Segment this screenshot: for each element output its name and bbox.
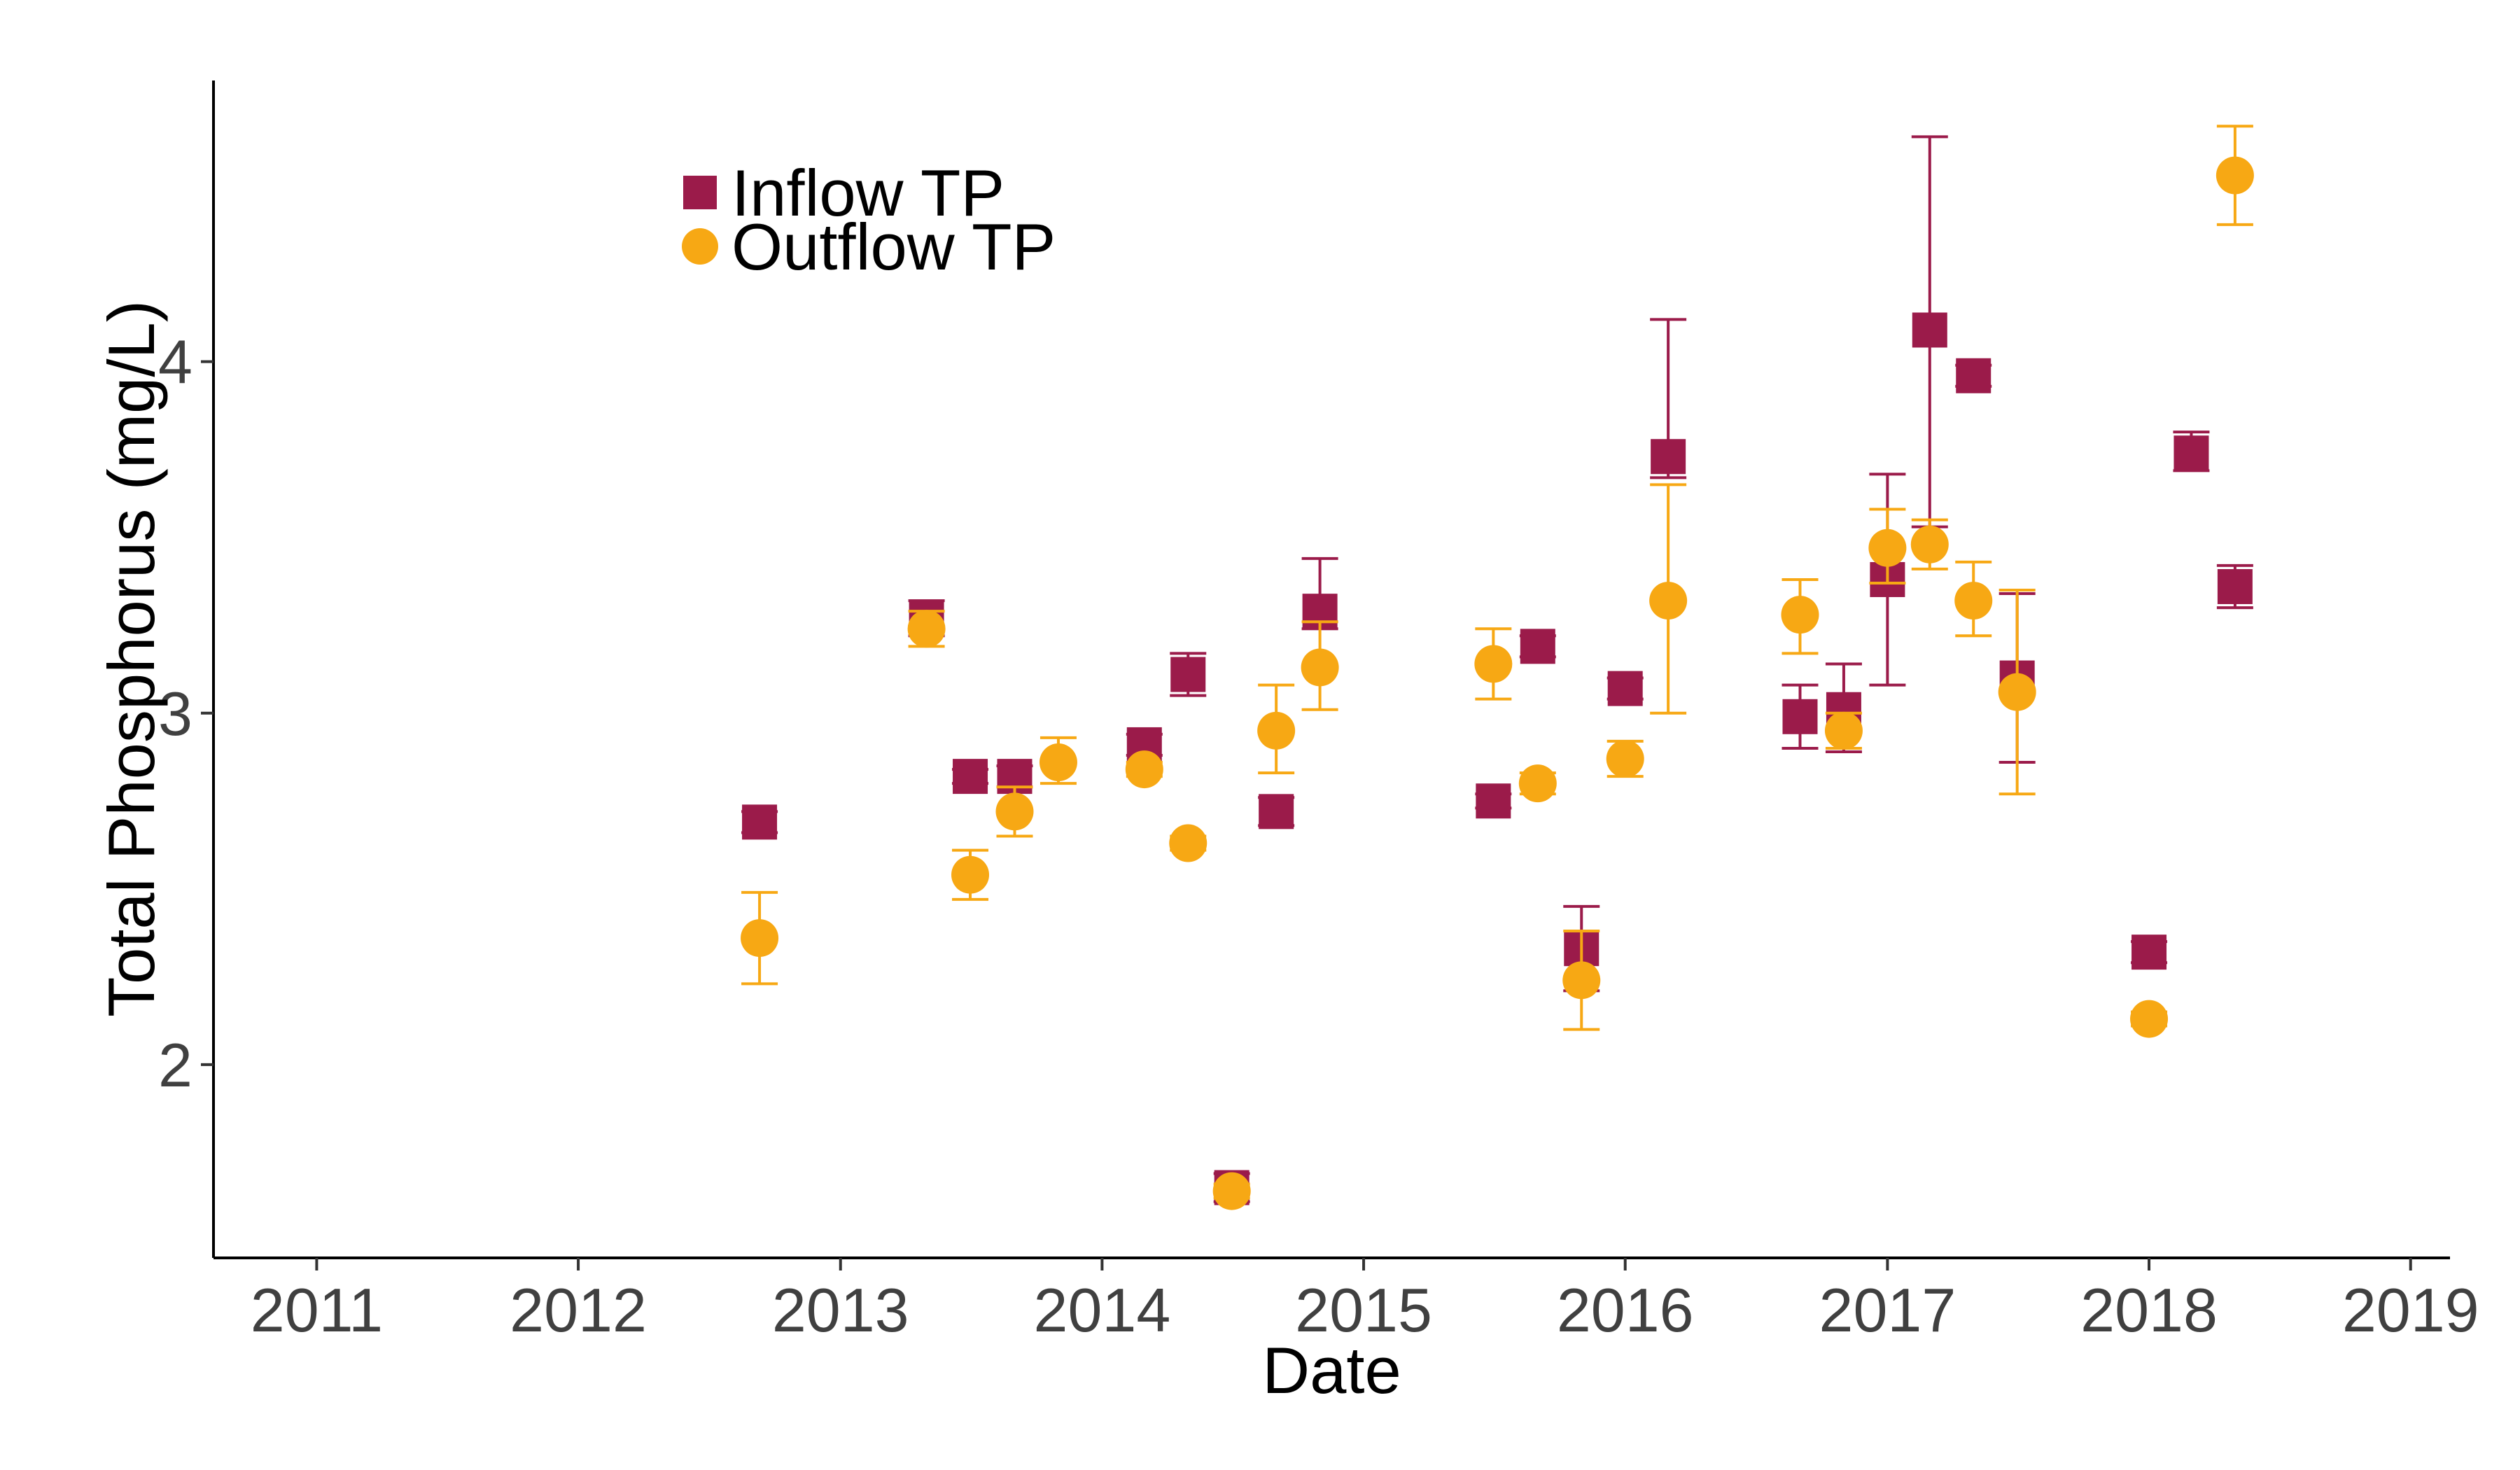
data-point-inflow: [2174, 435, 2209, 471]
data-point-outflow: [2130, 1000, 2169, 1038]
data-point-inflow: [953, 759, 988, 794]
data-point-outflow: [907, 610, 946, 648]
data-point-inflow: [1607, 671, 1643, 706]
y-axis-ticks: 2 3 4: [158, 328, 214, 1100]
legend-label: Inflow TP: [732, 156, 1004, 230]
data-point-outflow: [995, 792, 1034, 831]
data-point-outflow: [1212, 1172, 1251, 1210]
data-point-outflow: [1169, 824, 1208, 862]
data-point-outflow: [2216, 156, 2254, 195]
series-outflow: [741, 125, 2254, 1210]
x-tick-label: 2014: [1034, 1275, 1171, 1345]
data-point-outflow: [1125, 750, 1163, 789]
data-point-outflow: [951, 855, 990, 894]
data-point-inflow: [1782, 699, 1818, 734]
data-point-inflow: [1651, 439, 1686, 475]
x-tick-label: 2017: [1819, 1275, 1956, 1345]
data-point-outflow: [1998, 673, 2036, 711]
data-point-outflow: [1606, 740, 1644, 778]
data-point-inflow: [1476, 783, 1511, 819]
data-point-inflow: [742, 804, 778, 840]
data-point-outflow: [1039, 743, 1077, 782]
data-point-inflow: [2132, 934, 2167, 970]
legend-swatch-inflow: [683, 176, 717, 209]
x-tick-label: 2018: [2080, 1275, 2218, 1345]
y-axis-title: Total Phosphorus (mg/L): [94, 300, 168, 1017]
data-point-outflow: [1518, 764, 1557, 803]
y-tick-label: 2: [158, 1030, 192, 1100]
data-point-inflow: [1520, 629, 1555, 664]
data-point-outflow: [1257, 711, 1296, 750]
data-point-outflow: [1562, 961, 1601, 1000]
x-tick-label: 2013: [772, 1275, 909, 1345]
plot-area: [741, 125, 2254, 1210]
x-tick-label: 2015: [1295, 1275, 1432, 1345]
data-point-outflow: [1474, 645, 1513, 683]
data-point-outflow: [1781, 596, 1819, 634]
data-point-inflow: [2217, 569, 2253, 605]
data-point-outflow: [1649, 582, 1688, 620]
data-point-outflow: [1910, 525, 1949, 564]
data-point-inflow: [1259, 794, 1294, 830]
data-point-outflow: [1824, 711, 1863, 750]
data-point-outflow: [1954, 582, 1993, 620]
x-tick-label: 2019: [2342, 1275, 2479, 1345]
x-axis-title: Date: [1262, 1334, 1401, 1407]
x-axis-ticks: 2011 2012 2013 2014 2015 2016 2017 2018 2019: [251, 1258, 2479, 1345]
y-tick-label: 3: [158, 679, 192, 748]
x-tick-label: 2011: [251, 1275, 383, 1345]
x-tick-label: 2012: [510, 1275, 647, 1345]
legend-swatch-outflow: [682, 228, 718, 265]
y-tick-label: 4: [158, 328, 192, 397]
data-point-outflow: [1301, 648, 1339, 687]
data-point-outflow: [741, 919, 779, 958]
data-point-outflow: [1868, 528, 1907, 567]
x-tick-label: 2016: [1557, 1275, 1694, 1345]
data-point-inflow: [1170, 657, 1206, 692]
legend-label: Outflow TP: [732, 210, 1056, 284]
data-point-inflow: [1912, 312, 1947, 348]
data-point-inflow: [1956, 358, 1991, 393]
